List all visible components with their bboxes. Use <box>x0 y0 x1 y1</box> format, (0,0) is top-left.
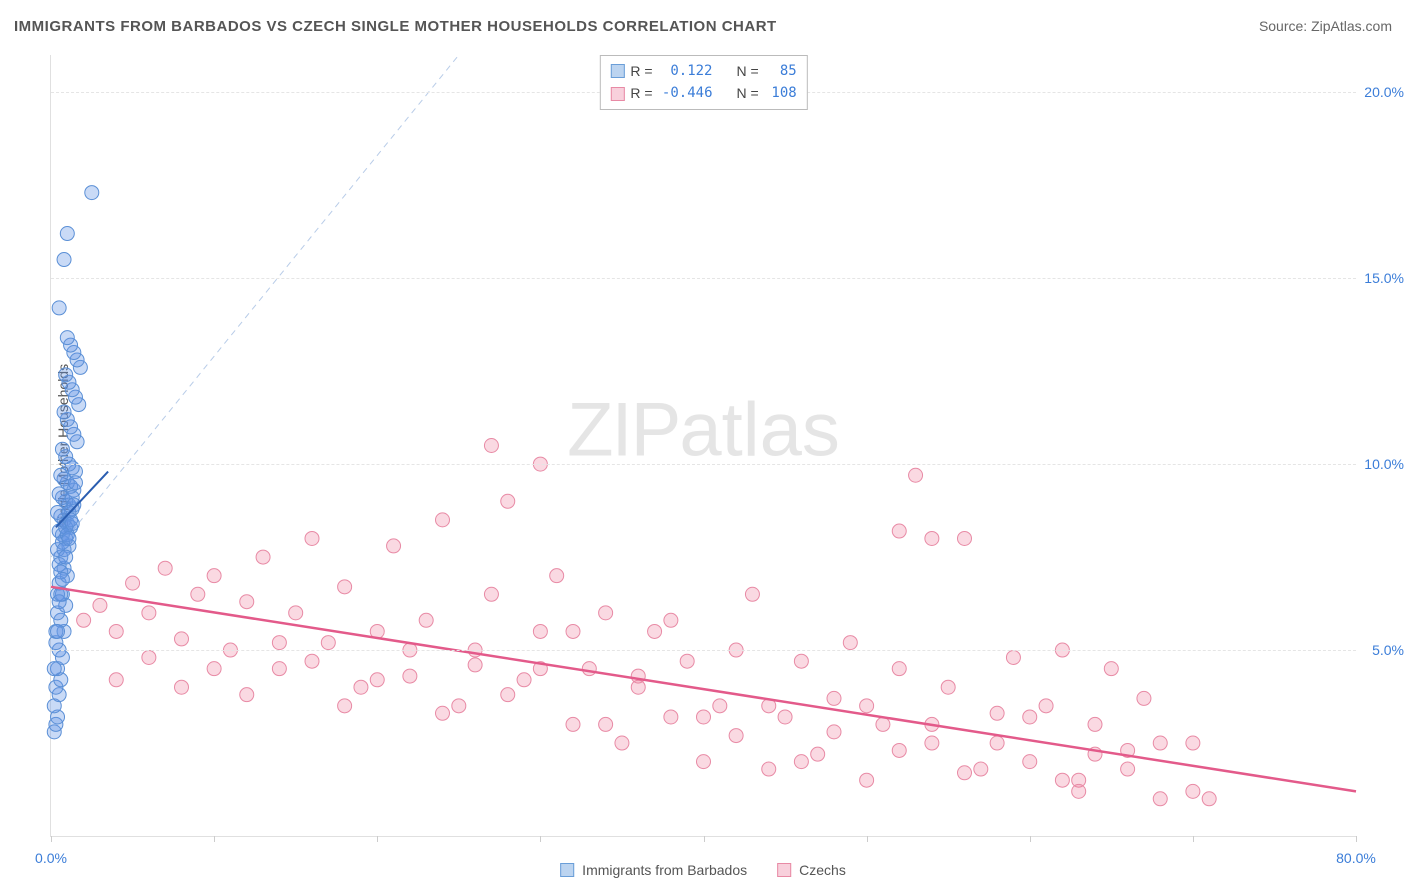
x-tick-label: 0.0% <box>35 850 67 866</box>
legend-swatch-blue <box>560 863 574 877</box>
source-label: Source: ZipAtlas.com <box>1259 18 1392 34</box>
r-value-2: -0.446 <box>659 82 713 104</box>
x-tick-label: 80.0% <box>1336 850 1376 866</box>
chart-title: IMMIGRANTS FROM BARBADOS VS CZECH SINGLE… <box>14 18 777 35</box>
y-tick-label: 5.0% <box>1372 642 1404 658</box>
legend-row-1: R = 0.122 N = 85 <box>610 60 796 82</box>
y-tick-label: 20.0% <box>1364 84 1404 100</box>
chart-container: IMMIGRANTS FROM BARBADOS VS CZECH SINGLE… <box>0 0 1406 892</box>
n-value-2: 108 <box>765 82 797 104</box>
n-value-1: 85 <box>765 60 797 82</box>
bottom-legend-label-1: Immigrants from Barbados <box>582 862 747 878</box>
plot-area: Single Mother Households ZIPatlas R = 0.… <box>50 55 1356 837</box>
n-label: N = <box>737 60 759 82</box>
bottom-legend-label-2: Czechs <box>799 862 846 878</box>
r-value-1: 0.122 <box>659 60 713 82</box>
legend-row-2: R = -0.446 N = 108 <box>610 82 796 104</box>
bottom-legend-item-2: Czechs <box>777 862 846 878</box>
correlation-legend: R = 0.122 N = 85 R = -0.446 N = 108 <box>599 55 807 110</box>
legend-swatch-pink <box>777 863 791 877</box>
bottom-legend: Immigrants from Barbados Czechs <box>560 862 846 878</box>
legend-swatch-blue <box>610 64 624 78</box>
n-label: N = <box>737 82 759 104</box>
y-tick-label: 15.0% <box>1364 270 1404 286</box>
y-tick-label: 10.0% <box>1364 456 1404 472</box>
bottom-legend-item-1: Immigrants from Barbados <box>560 862 747 878</box>
r-label: R = <box>630 82 652 104</box>
r-label: R = <box>630 60 652 82</box>
legend-swatch-pink <box>610 87 624 101</box>
scatter-plot-svg <box>51 55 1356 836</box>
